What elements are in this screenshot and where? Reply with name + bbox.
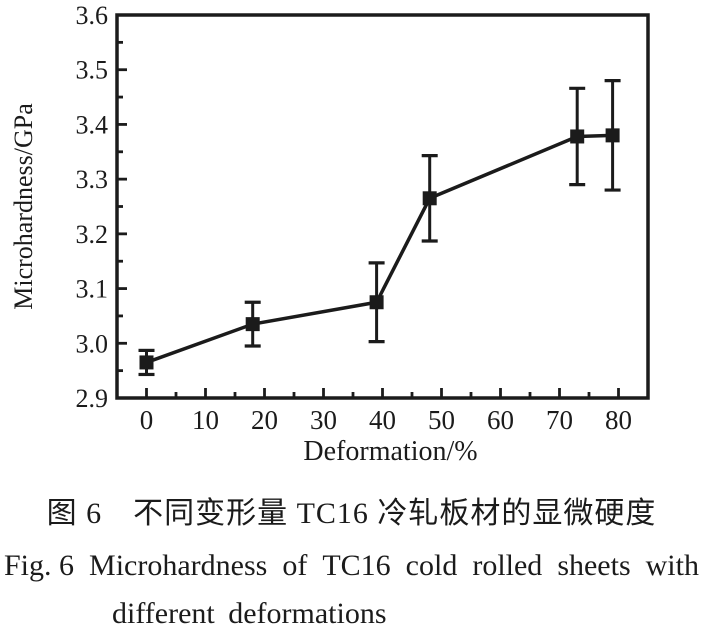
caption-chinese: 图 6 不同变形量 TC16 冷轧板材的显微硬度	[46, 497, 657, 530]
caption-word: TC16	[322, 549, 391, 582]
data-point-marker	[139, 355, 154, 370]
y-tick-label: 3.6	[76, 1, 109, 30]
data-point-marker	[369, 295, 384, 310]
y-tick-label: 3.0	[76, 329, 109, 358]
x-tick-label: 10	[192, 405, 219, 435]
caption-word: with	[645, 549, 699, 582]
caption-word: Microhardness	[89, 549, 268, 582]
microhardness-chart: 0 10 20 30 40 50 60 70 80 2.9 3.0 3.1 3.2 3.3 3.4 3.5 3.…	[9, 1, 650, 467]
x-axis-label: Deformation/%	[303, 436, 477, 467]
y-tick-label: 3.4	[76, 110, 109, 139]
x-tick-label: 20	[251, 405, 278, 435]
x-tick-label: 50	[428, 405, 455, 435]
data-point-marker	[422, 191, 437, 206]
y-tick-label: 3.3	[76, 165, 109, 194]
y-tick-label: 2.9	[76, 384, 109, 413]
figure-caption: 图 6 不同变形量 TC16 冷轧板材的显微硬度 Fig. 6 Microhar…	[0, 470, 703, 631]
caption-english-line1: Fig. 6 Microhardness of TC16 cold rolled…	[0, 549, 703, 583]
x-tick-label: 30	[310, 405, 337, 435]
x-tick-label: 60	[487, 405, 514, 435]
data-point-marker	[605, 128, 620, 143]
caption-word: sheets	[557, 549, 631, 582]
y-tick-label: 3.2	[76, 220, 109, 249]
caption-word: cold	[405, 549, 458, 582]
x-tick-label: 70	[546, 405, 573, 435]
y-axis-label: Microhardness/GPa	[9, 103, 38, 310]
y-tick-label: 3.1	[76, 275, 109, 304]
y-tick-label: 3.5	[76, 56, 109, 85]
caption-word: rolled	[472, 549, 543, 582]
caption-english-line2: different deformations	[112, 597, 387, 630]
data-point-marker	[245, 317, 260, 332]
data-line	[145, 133, 613, 365]
x-tick-label: 80	[605, 405, 632, 435]
caption-word: of	[282, 549, 308, 582]
x-tick-label: 40	[369, 405, 396, 435]
x-tick-label: 0	[140, 405, 154, 435]
data-point-marker	[570, 129, 585, 144]
caption-fig-number: Fig. 6	[4, 549, 75, 582]
chart-canvas: 0 10 20 30 40 50 60 70 80 2.9 3.0 3.1 3.2 3.3 3.4 3.5 3.…	[9, 1, 650, 467]
